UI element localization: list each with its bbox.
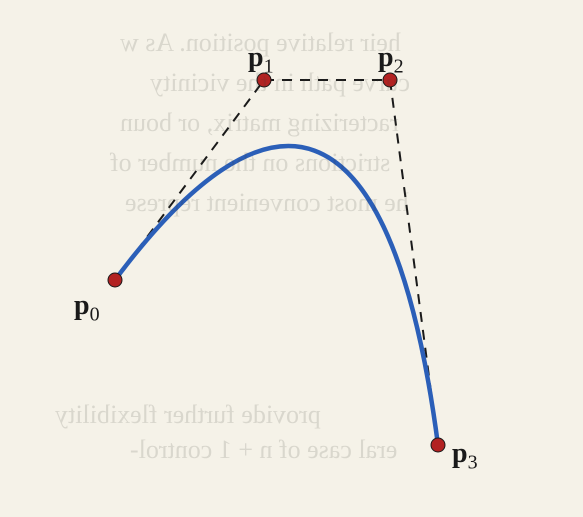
ghost-line: eral case of n + 1 control-	[130, 435, 397, 465]
point-p3	[431, 438, 445, 452]
point-p0	[108, 273, 122, 287]
ghost-line: he most convenient represe	[125, 188, 409, 218]
ghost-line: curve path in the vicinity	[150, 68, 410, 98]
ghost-line: heir relative position. As w	[120, 28, 401, 58]
ghost-line: racterizing matrix, or boun	[120, 108, 399, 138]
label-p3: p3	[452, 438, 478, 475]
ghost-line: strictions on the number of	[110, 148, 390, 178]
ghost-line: provide further flexibility	[55, 400, 321, 430]
label-p0: p0	[74, 290, 100, 327]
